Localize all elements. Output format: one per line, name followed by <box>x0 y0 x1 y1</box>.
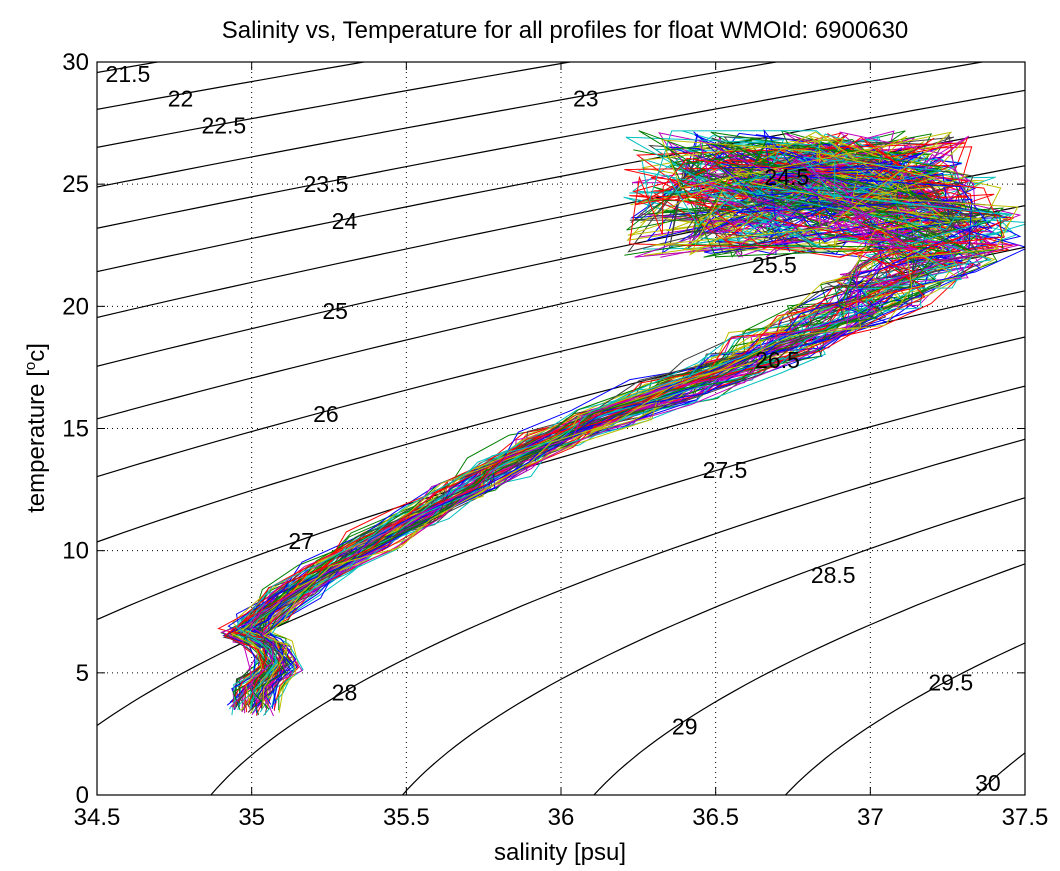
y-axis-label-sup: o <box>22 362 39 370</box>
x-tick-label: 36.5 <box>692 804 739 831</box>
contour-label: 27.5 <box>703 457 748 483</box>
profile-line <box>245 136 992 710</box>
contour-label: 25.5 <box>752 252 797 278</box>
y-tick-label: 20 <box>62 293 89 320</box>
contour-label: 26.5 <box>755 347 800 373</box>
density-contour <box>97 62 986 229</box>
x-tick-label: 35.5 <box>383 804 430 831</box>
density-contour <box>784 642 1025 795</box>
y-axis-label-tail: c] <box>23 343 50 362</box>
density-contour <box>97 385 1025 727</box>
contour-label: 24 <box>332 208 358 234</box>
contour-label: 29 <box>672 714 698 740</box>
contour-label: 24.5 <box>764 164 809 190</box>
contour-labels: 21.5 22 22.5 23 23.5 24 24.5 25 25.5 26 26.5 27 27.5… <box>106 61 1001 796</box>
y-tick-label: 25 <box>62 171 89 198</box>
density-contour <box>97 126 1025 319</box>
profile-line <box>235 156 1010 707</box>
contour-label: 29.5 <box>928 670 973 696</box>
contour-label: 21.5 <box>106 61 151 87</box>
density-contour <box>97 62 780 188</box>
profile-line <box>255 137 997 707</box>
profile-line <box>248 139 918 703</box>
profile-line <box>261 158 1020 717</box>
profile-line <box>262 131 1019 709</box>
contour-label: 23 <box>573 86 599 112</box>
contour-label: 23.5 <box>304 171 349 197</box>
y-axis-label: temperature [oc] <box>22 343 50 513</box>
x-axis-label: salinity [psu] <box>494 839 626 866</box>
y-tick-label: 10 <box>62 538 89 565</box>
density-contour <box>97 336 1025 621</box>
y-tick-label: 5 <box>76 660 89 687</box>
density-contour <box>97 246 1025 478</box>
x-tick-label: 35 <box>238 804 265 831</box>
y-tick-label: 30 <box>62 49 89 76</box>
x-tick-label: 37 <box>857 804 884 831</box>
density-contour <box>401 497 1025 795</box>
contour-label: 22.5 <box>201 113 246 139</box>
density-contour <box>593 563 1025 795</box>
contour-label: 22 <box>168 86 194 112</box>
profile-line <box>247 142 998 711</box>
x-tick-label: 37.5 <box>1002 804 1049 831</box>
x-axis: 34.5 35 35.5 36 36.5 37 37.5 <box>74 62 1049 831</box>
x-tick-label: 34.5 <box>74 804 121 831</box>
y-tick-label: 15 <box>62 416 89 443</box>
profile-line <box>251 130 972 710</box>
contour-label: 28 <box>332 679 358 705</box>
contour-label: 28.5 <box>811 562 856 588</box>
profiles <box>217 128 1025 717</box>
contour-label: 27 <box>288 528 314 554</box>
y-axis: 0 5 10 15 20 25 30 <box>62 49 1025 809</box>
profile-line <box>247 131 1004 706</box>
contour-label: 26 <box>313 401 339 427</box>
profile-line <box>238 158 978 713</box>
chart-title: Salinity vs, Temperature for all profile… <box>222 17 909 44</box>
contour-label: 30 <box>975 770 1001 796</box>
plot-area: 21.5 22 22.5 23 23.5 24 24.5 25 25.5 26 26.5 27 27.5… <box>96 61 1026 796</box>
density-contour <box>210 438 1025 795</box>
y-tick-label: 0 <box>76 782 89 809</box>
y-axis-label-main: temperature [ <box>23 370 50 513</box>
x-tick-label: 36 <box>548 804 575 831</box>
density-contour <box>97 290 1025 543</box>
contour-label: 25 <box>322 298 348 324</box>
